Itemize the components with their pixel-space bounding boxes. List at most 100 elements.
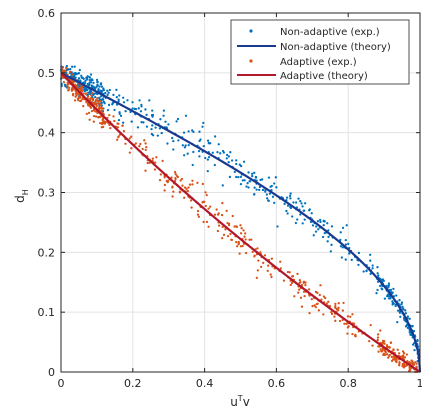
data-point (389, 288, 393, 292)
data-point (217, 143, 220, 146)
data-point (341, 309, 345, 312)
data-point (398, 352, 401, 355)
data-point (289, 192, 292, 195)
data-point (383, 342, 386, 345)
data-point (148, 99, 151, 102)
data-point (183, 154, 186, 157)
data-point (315, 225, 318, 228)
data-point (242, 160, 246, 163)
data-point (196, 213, 200, 216)
data-point (279, 260, 282, 263)
data-point (198, 130, 201, 133)
data-point (404, 364, 408, 367)
data-point (201, 201, 204, 204)
data-point (142, 121, 145, 124)
data-point (156, 134, 159, 137)
data-point (144, 148, 147, 152)
data-point (270, 275, 273, 279)
data-point (386, 353, 389, 356)
data-point (297, 291, 300, 294)
data-point (187, 130, 190, 133)
data-point (365, 269, 368, 272)
data-point (107, 103, 111, 107)
data-point (326, 240, 329, 243)
data-point (86, 75, 89, 78)
data-point (213, 213, 217, 216)
data-point (378, 284, 382, 288)
data-point (226, 234, 230, 238)
data-point (328, 304, 332, 308)
data-point (97, 100, 100, 103)
data-point (394, 304, 397, 308)
data-point (99, 95, 103, 98)
data-point (86, 95, 90, 98)
data-point (69, 68, 72, 71)
data-point (122, 130, 126, 133)
y-axis-label: dH (13, 189, 30, 203)
data-point (90, 109, 94, 113)
data-point (251, 250, 254, 254)
data-point (296, 218, 299, 221)
data-point (82, 77, 85, 80)
data-point (186, 152, 189, 155)
data-point (213, 163, 216, 167)
data-point (343, 322, 346, 325)
data-point (247, 171, 250, 174)
data-point (180, 177, 184, 181)
data-point (109, 126, 112, 130)
data-point (231, 214, 234, 218)
data-point (239, 182, 243, 186)
data-point (345, 224, 348, 227)
data-point (327, 235, 330, 239)
data-point (318, 293, 321, 297)
y-tick-label: 0.1 (38, 306, 56, 319)
data-point (139, 110, 143, 113)
data-point (279, 267, 282, 270)
data-point (267, 176, 271, 179)
series-3-line (60, 72, 421, 373)
legend: Non-adaptive (exp.) Non-adaptive (theory… (230, 19, 410, 85)
data-point (74, 72, 77, 75)
data-point (258, 185, 262, 189)
data-point (330, 243, 333, 246)
data-point (388, 346, 391, 349)
data-point (346, 315, 350, 318)
data-point (255, 188, 258, 191)
data-point (89, 81, 93, 84)
data-point (229, 151, 232, 154)
data-point (183, 196, 186, 199)
data-point (294, 221, 298, 225)
data-point (222, 151, 225, 154)
data-point (389, 341, 392, 344)
data-point (385, 344, 389, 347)
data-point (66, 85, 69, 88)
data-point (187, 186, 190, 189)
data-point (94, 115, 98, 118)
data-point (396, 348, 399, 351)
data-point (340, 256, 343, 259)
data-point (253, 171, 256, 174)
data-point (297, 288, 301, 291)
data-point (99, 83, 103, 86)
data-point (266, 269, 269, 273)
data-point (377, 274, 380, 277)
data-point (286, 204, 290, 207)
data-point (379, 348, 382, 351)
data-point (346, 332, 349, 335)
data-point (337, 306, 340, 309)
data-point (122, 121, 125, 124)
data-point (65, 67, 68, 70)
data-point (190, 206, 193, 209)
data-point (299, 213, 302, 216)
data-point (79, 86, 82, 89)
data-point (310, 212, 313, 215)
data-point (401, 350, 405, 353)
data-point (82, 92, 85, 95)
data-point (237, 242, 240, 246)
data-point (85, 87, 88, 91)
data-point (175, 174, 178, 177)
data-point (250, 238, 253, 241)
data-point (78, 96, 81, 99)
data-point (184, 144, 187, 147)
